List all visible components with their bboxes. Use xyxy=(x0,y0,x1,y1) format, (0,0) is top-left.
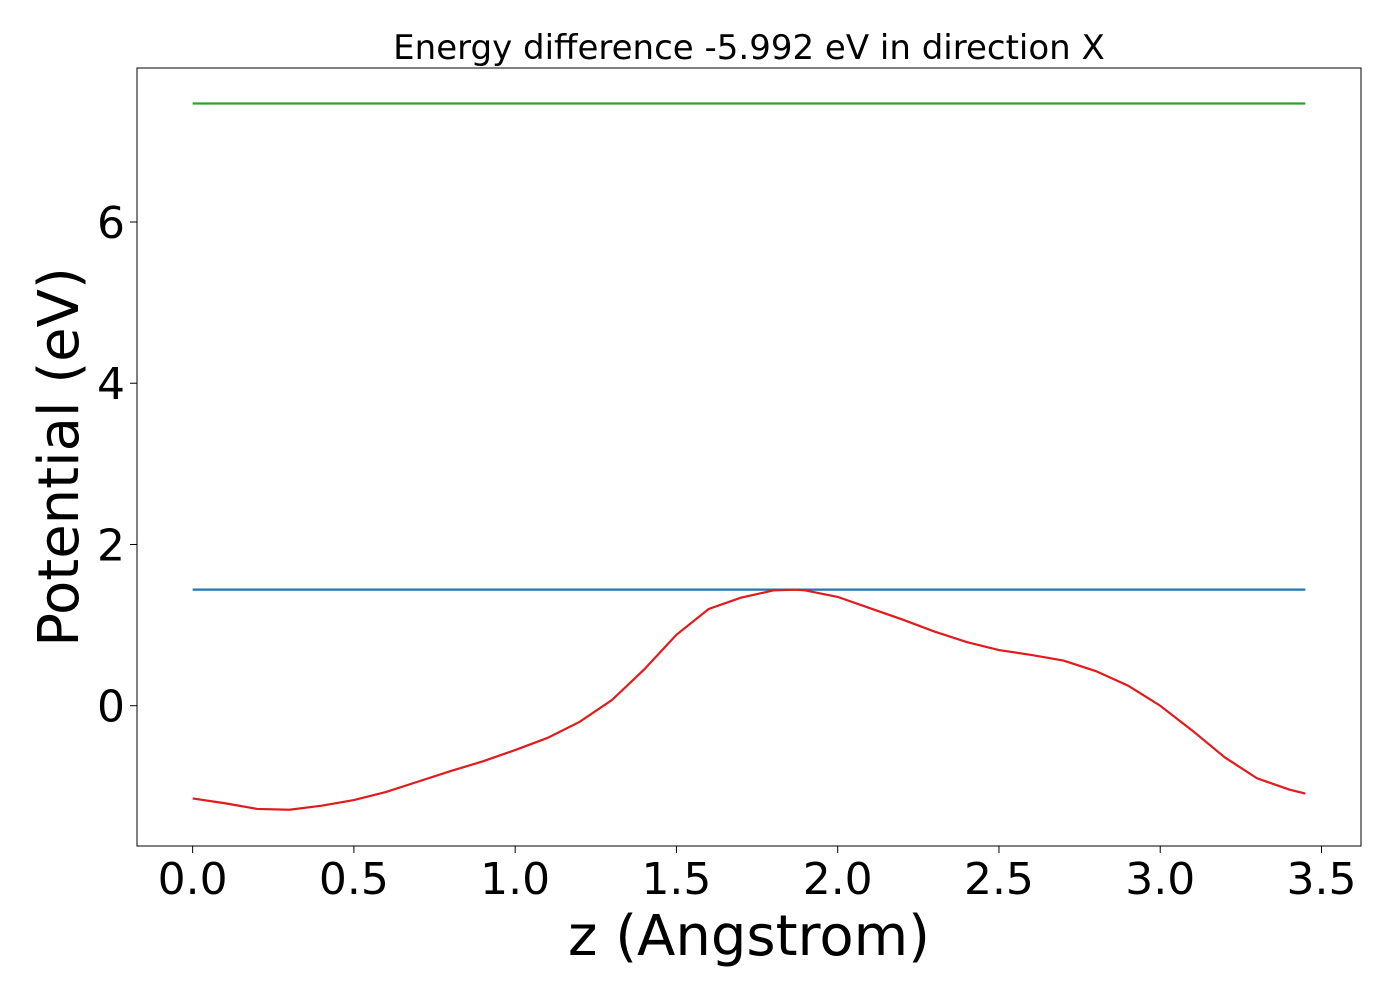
x-tick-label: 1.5 xyxy=(641,854,711,905)
x-tick-label: 3.5 xyxy=(1286,854,1356,905)
y-axis-label: Potential (eV) xyxy=(27,267,92,647)
x-tick-label: 2.0 xyxy=(803,854,873,905)
plot-frame xyxy=(136,67,1362,847)
x-tick-label: 2.5 xyxy=(964,854,1034,905)
x-axis-label: z (Angstrom) xyxy=(568,904,930,969)
y-tick-label: 2 xyxy=(97,520,125,571)
x-tick-label: 3.0 xyxy=(1125,854,1195,905)
y-tick-label: 4 xyxy=(97,359,125,410)
y-tick-label: 6 xyxy=(97,198,125,249)
chart-title: Energy difference -5.992 eV in direction… xyxy=(393,28,1105,68)
y-tick-label: 0 xyxy=(97,682,125,733)
x-tick-label: 0.0 xyxy=(158,854,228,905)
x-tick-label: 0.5 xyxy=(319,854,389,905)
line xyxy=(192,588,1306,811)
x-tick-label: 1.0 xyxy=(480,854,550,905)
